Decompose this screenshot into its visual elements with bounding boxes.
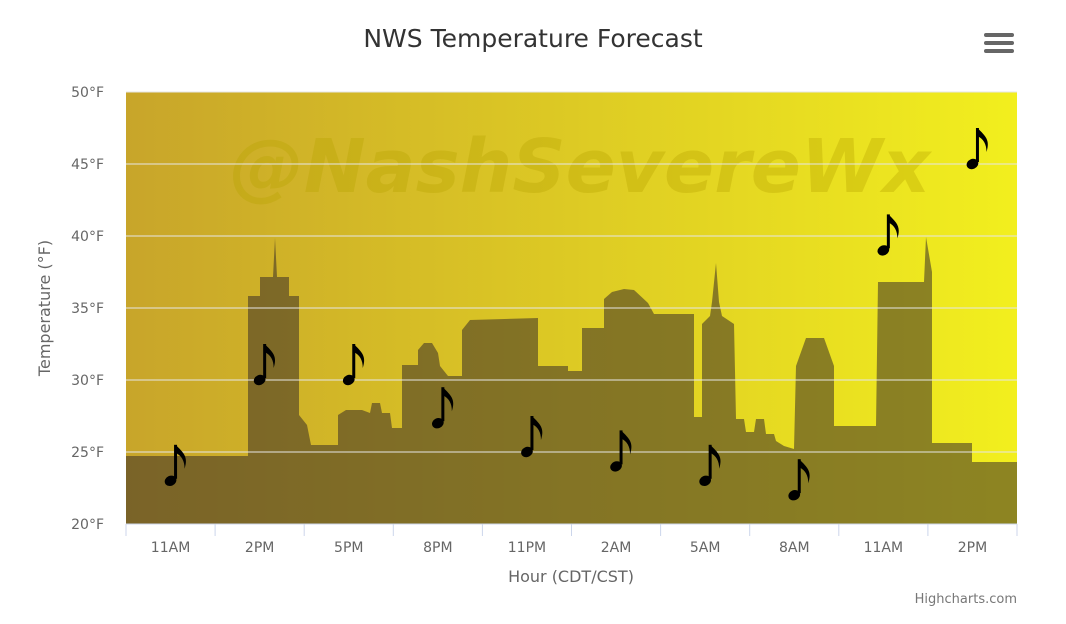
x-axis-title: Hour (CDT/CST) — [508, 567, 634, 586]
music-note-icon — [342, 344, 365, 386]
x-tick-label: 5AM — [690, 540, 721, 556]
x-tick-label: 2PM — [958, 540, 987, 556]
y-tick-label: 50°F — [71, 85, 104, 101]
music-note-icon — [164, 444, 186, 486]
y-tick-label: 30°F — [71, 373, 104, 389]
hamburger-icon-line — [984, 49, 1014, 53]
x-tick-label: 11AM — [864, 540, 903, 556]
axes: 20°F 25°F 30°F 35°F 40°F 45°F 50°F 11AM 2PM 5PM 8P… — [71, 85, 1018, 556]
y-tick-label: 35°F — [71, 301, 104, 317]
x-tick-label: 11AM — [151, 540, 190, 556]
x-tick-label: 2AM — [601, 540, 632, 556]
music-note-icon — [699, 444, 721, 486]
hamburger-icon — [984, 33, 1014, 37]
y-axis-title: Temperature (°F) — [35, 240, 54, 377]
credits-link[interactable]: Highcharts.com — [914, 592, 1017, 607]
x-tick-label: 2PM — [245, 540, 274, 556]
y-tick-label: 40°F — [71, 229, 104, 245]
y-tick-label: 45°F — [71, 157, 104, 173]
music-note-icon — [966, 128, 988, 170]
music-note-icon — [432, 387, 454, 429]
music-note-icon — [877, 214, 899, 256]
x-tick-label: 5PM — [334, 540, 363, 556]
y-tick-label: 25°F — [71, 445, 104, 461]
music-note-icon — [253, 344, 276, 386]
music-note-icon — [610, 430, 632, 472]
y-tick-label: 20°F — [71, 517, 104, 533]
x-tick-label: 8AM — [779, 540, 810, 556]
hamburger-icon-line — [984, 41, 1014, 45]
context-menu-button[interactable] — [984, 33, 1014, 57]
music-note-icon — [788, 459, 810, 501]
chart-title: NWS Temperature Forecast — [363, 24, 703, 53]
x-tick-label: 11PM — [508, 540, 546, 556]
music-note-icon — [521, 416, 543, 458]
watermark: @NashSevereWx — [230, 124, 933, 210]
data-markers — [164, 128, 988, 501]
x-tick-label: 8PM — [423, 540, 452, 556]
